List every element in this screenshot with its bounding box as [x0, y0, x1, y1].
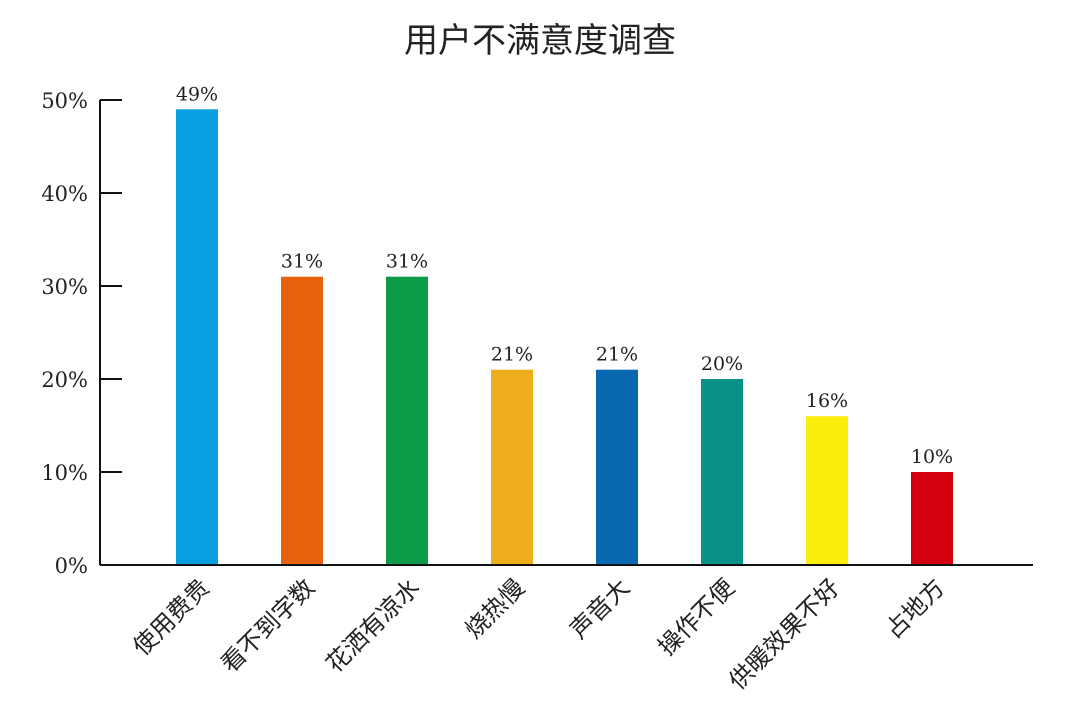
y-tick-label: 10%	[41, 461, 88, 485]
bar-value-label: 21%	[596, 344, 638, 366]
y-tick-label: 20%	[41, 368, 88, 392]
bar-value-label: 49%	[176, 83, 218, 105]
y-tick-label: 0%	[55, 554, 88, 578]
bar-value-label: 31%	[386, 251, 428, 273]
y-axis: 0% 10% 20% 30% 40% 50%	[41, 89, 122, 578]
chart-title: 用户不满意度调查	[404, 21, 676, 61]
bar	[806, 416, 848, 565]
x-category-label: 占地方	[880, 573, 951, 644]
x-category-label: 看不到字数	[216, 573, 321, 678]
bar-value-label: 31%	[281, 251, 323, 273]
y-tick-label: 30%	[41, 275, 88, 299]
bar	[911, 472, 953, 565]
x-category-label: 花洒有凉水	[321, 573, 426, 678]
y-tick-label: 50%	[41, 89, 88, 113]
y-tick-label: 40%	[41, 182, 88, 206]
x-category-label: 操作不便	[653, 573, 741, 661]
bar-value-label: 16%	[806, 390, 848, 412]
x-category-label: 烧热慢	[460, 573, 531, 644]
bars: 49% 31% 31% 21% 21% 20% 16% 10%	[176, 83, 953, 566]
bar	[491, 369, 533, 565]
x-category-label: 供暖效果不好	[724, 573, 846, 695]
x-category-label: 声音大	[565, 573, 636, 644]
bar	[701, 379, 743, 565]
bar	[176, 109, 218, 566]
bar-value-label: 20%	[701, 353, 743, 375]
bar	[281, 276, 323, 565]
bar-value-label: 21%	[491, 344, 533, 366]
bar	[596, 369, 638, 565]
bar	[386, 276, 428, 565]
bar-value-label: 10%	[911, 446, 953, 468]
x-category-label: 使用费贵	[128, 573, 216, 661]
